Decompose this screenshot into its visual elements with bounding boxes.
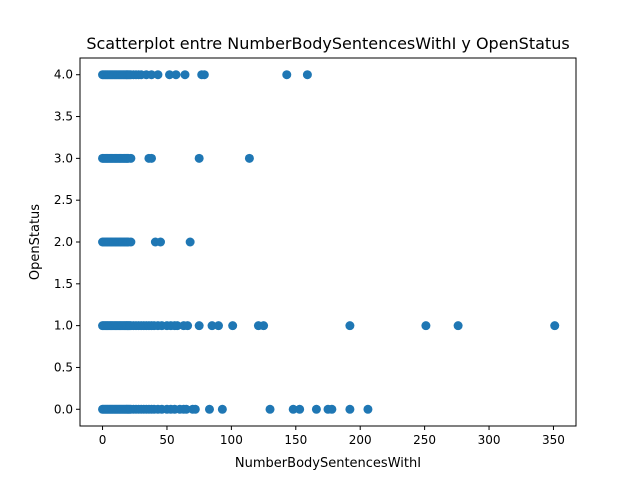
scatter-point [194, 321, 204, 331]
y-tick-label: 1.0 [54, 319, 73, 333]
x-tick-label: 100 [220, 433, 243, 447]
scatter-point [172, 321, 182, 331]
y-axis-label: OpenStatus [28, 204, 43, 280]
y-tick-label: 3.0 [54, 151, 73, 165]
scatter-point [181, 404, 191, 414]
x-tick-label: 150 [284, 433, 307, 447]
scatter-point [244, 153, 254, 163]
scatter-point [183, 321, 193, 331]
y-axis-ticks: 0.0 0.5 1.0 1.5 2.0 2.5 3.0 3.5 4.0 [54, 68, 80, 416]
y-tick-label: 2.5 [54, 193, 73, 207]
y-tick-label: 0.5 [54, 360, 73, 374]
scatter-point [295, 404, 305, 414]
scatter-point [282, 70, 292, 80]
scatter-point [190, 404, 200, 414]
scatter-point [213, 321, 223, 331]
scatter-point [453, 321, 463, 331]
scatter-point [421, 321, 431, 331]
scatter-point [180, 70, 190, 80]
scatter-point [327, 404, 337, 414]
y-tick-label: 4.0 [54, 68, 73, 82]
scatter-point [228, 321, 238, 331]
x-tick-label: 250 [413, 433, 436, 447]
scatter-point [345, 404, 355, 414]
scatter-point [207, 321, 217, 331]
x-tick-label: 350 [542, 433, 565, 447]
x-tick-label: 300 [478, 433, 501, 447]
y-tick-label: 1.5 [54, 277, 73, 291]
plot-area: 0 50 100 150 200 250 300 350 0.0 0.5 1.0 1.5 2.0 2.5… [54, 57, 577, 447]
x-axis-ticks: 0 50 100 150 200 250 300 350 [99, 426, 565, 447]
scatter-point [288, 404, 298, 414]
scatter-point [194, 153, 204, 163]
scatter-point [302, 70, 312, 80]
scatter-point [199, 70, 209, 80]
scatter-point [185, 237, 195, 247]
scatter-point [363, 404, 373, 414]
scatter-point [126, 237, 136, 247]
scatter-point [265, 404, 275, 414]
scatter-point [165, 70, 175, 80]
scatter-point [147, 153, 157, 163]
scatter-point [550, 321, 560, 331]
scatter-point [171, 70, 181, 80]
x-tick-label: 0 [99, 433, 107, 447]
x-tick-label: 50 [159, 433, 174, 447]
scatter-point [153, 70, 163, 80]
scatter-point [147, 70, 157, 80]
scatter-point [217, 404, 227, 414]
scatter-point [311, 404, 321, 414]
scatter-point [204, 404, 214, 414]
scatter-point [156, 237, 166, 247]
y-tick-label: 0.0 [54, 402, 73, 416]
scatter-point [345, 321, 355, 331]
y-tick-label: 3.5 [54, 110, 73, 124]
chart-title: Scatterplot entre NumberBodySentencesWit… [86, 34, 569, 53]
y-tick-label: 2.0 [54, 235, 73, 249]
x-tick-label: 200 [349, 433, 372, 447]
data-points [98, 70, 560, 414]
scatter-point [126, 153, 136, 163]
scatter-point [259, 321, 269, 331]
x-axis-label: NumberBodySentencesWithI [235, 456, 421, 471]
